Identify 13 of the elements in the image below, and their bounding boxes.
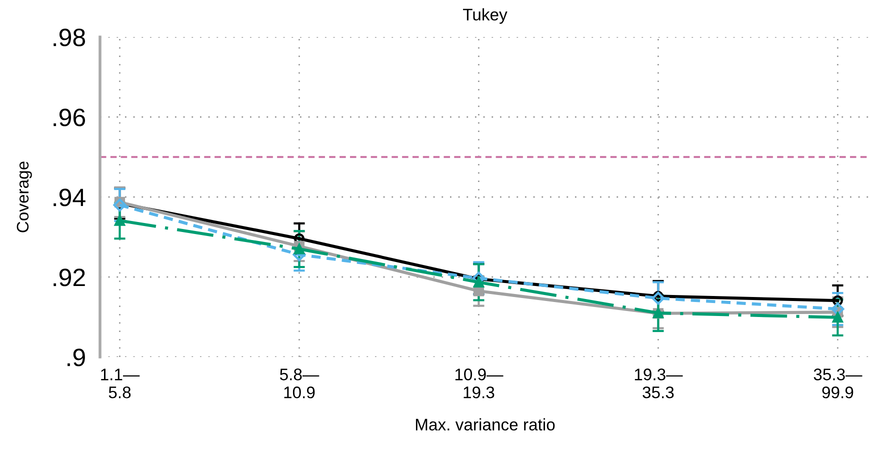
x-axis-title: Max. variance ratio	[416, 418, 555, 431]
x-tick-label: 5.8— 10.9	[280, 368, 320, 398]
x-tick-label: 1.1— 5.8	[101, 368, 140, 398]
y-tick-label: .92	[54, 268, 85, 286]
x-tick-label: 10.9— 19.3	[455, 368, 504, 398]
chart-title: Tukey	[462, 8, 508, 24]
y-tick-label: .9	[68, 348, 85, 366]
x-tick-label: 35.3— 99.9	[814, 368, 862, 398]
y-tick-label: .96	[54, 108, 86, 126]
y-tick-label: .94	[54, 188, 86, 206]
y-tick-label: .98	[54, 28, 86, 46]
x-tick-label: 19.3— 35.3	[634, 368, 683, 398]
y-axis-title: Coverage	[16, 162, 32, 232]
